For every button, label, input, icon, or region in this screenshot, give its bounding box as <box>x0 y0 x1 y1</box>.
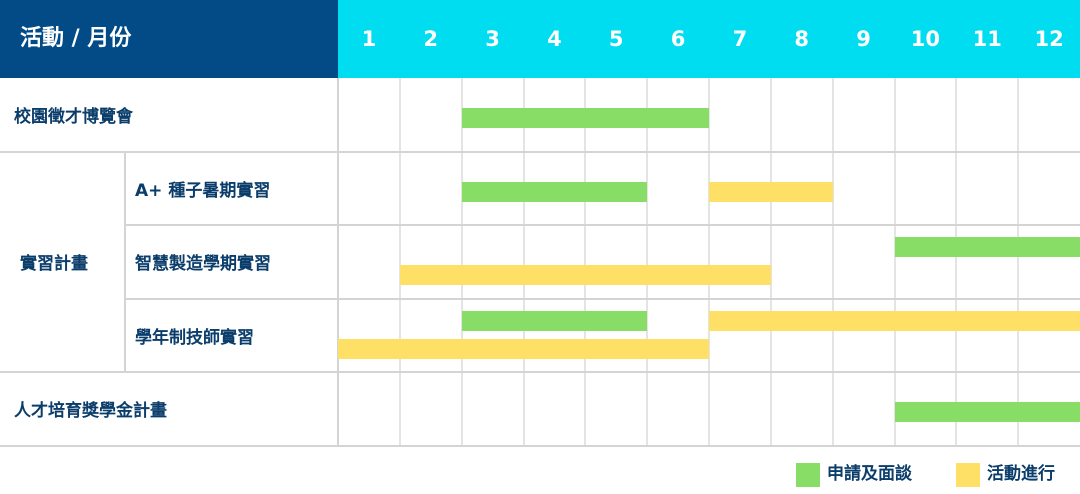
group-divider-line <box>0 444 1080 447</box>
month-gridline <box>769 78 772 446</box>
month-gridline <box>522 78 525 446</box>
month-label: 9 <box>856 27 871 51</box>
group-divider-line <box>0 371 1080 373</box>
header-activity-month: 活動 / 月份 <box>0 0 338 78</box>
month-gridline <box>584 78 587 446</box>
group-divider <box>124 151 126 372</box>
legend-swatch-application <box>796 463 820 487</box>
month-label: 7 <box>732 27 748 51</box>
row-label: 智慧製造學期實習 <box>135 254 271 275</box>
activity-bar <box>338 338 709 359</box>
legend-label: 活動進行 <box>987 464 1055 484</box>
month-label: 10 <box>910 27 941 51</box>
month-label: 1 <box>361 27 377 51</box>
legend-label: 申請及面談 <box>827 464 912 484</box>
application-bar <box>461 181 648 202</box>
month-gridline <box>955 78 958 446</box>
month-label: 12 <box>1034 27 1064 51</box>
divider-line <box>337 78 339 446</box>
month-gridline <box>1017 78 1020 446</box>
month-label: 3 <box>485 27 500 51</box>
month-header: 1 2 3 4 5 6 7 8 9 10 11 12 <box>338 0 1080 78</box>
month-gridline <box>893 78 896 446</box>
activity-bar <box>709 181 833 202</box>
row-divider <box>124 297 1080 300</box>
activity-bar <box>399 265 771 285</box>
month-gridline <box>831 78 834 446</box>
group-label: 實習計畫 <box>20 254 88 275</box>
application-bar <box>461 310 648 331</box>
group-label: 人才培育獎學金計畫 <box>14 401 167 422</box>
month-label: 8 <box>794 27 810 51</box>
month-gridline <box>646 78 649 446</box>
row-label: A+ 種子暑期實習 <box>135 180 271 201</box>
month-label: 2 <box>423 27 439 51</box>
group-divider-line <box>0 150 1080 153</box>
month-gridline <box>398 78 401 446</box>
group-label: 校園徵才博覽會 <box>14 107 133 128</box>
application-bar <box>461 108 709 128</box>
legend-swatch-activity <box>956 463 980 487</box>
month-label: 11 <box>972 27 1002 51</box>
month-gridline <box>460 78 463 446</box>
activity-bar <box>709 310 1080 331</box>
application-bar <box>894 402 1080 422</box>
row-label: 學年制技師實習 <box>135 327 254 348</box>
month-label: 5 <box>608 27 624 51</box>
application-bar <box>894 237 1080 257</box>
month-label: 6 <box>670 27 686 51</box>
month-gridline <box>708 78 710 446</box>
month-label: 4 <box>547 27 562 51</box>
row-divider <box>124 224 1080 226</box>
